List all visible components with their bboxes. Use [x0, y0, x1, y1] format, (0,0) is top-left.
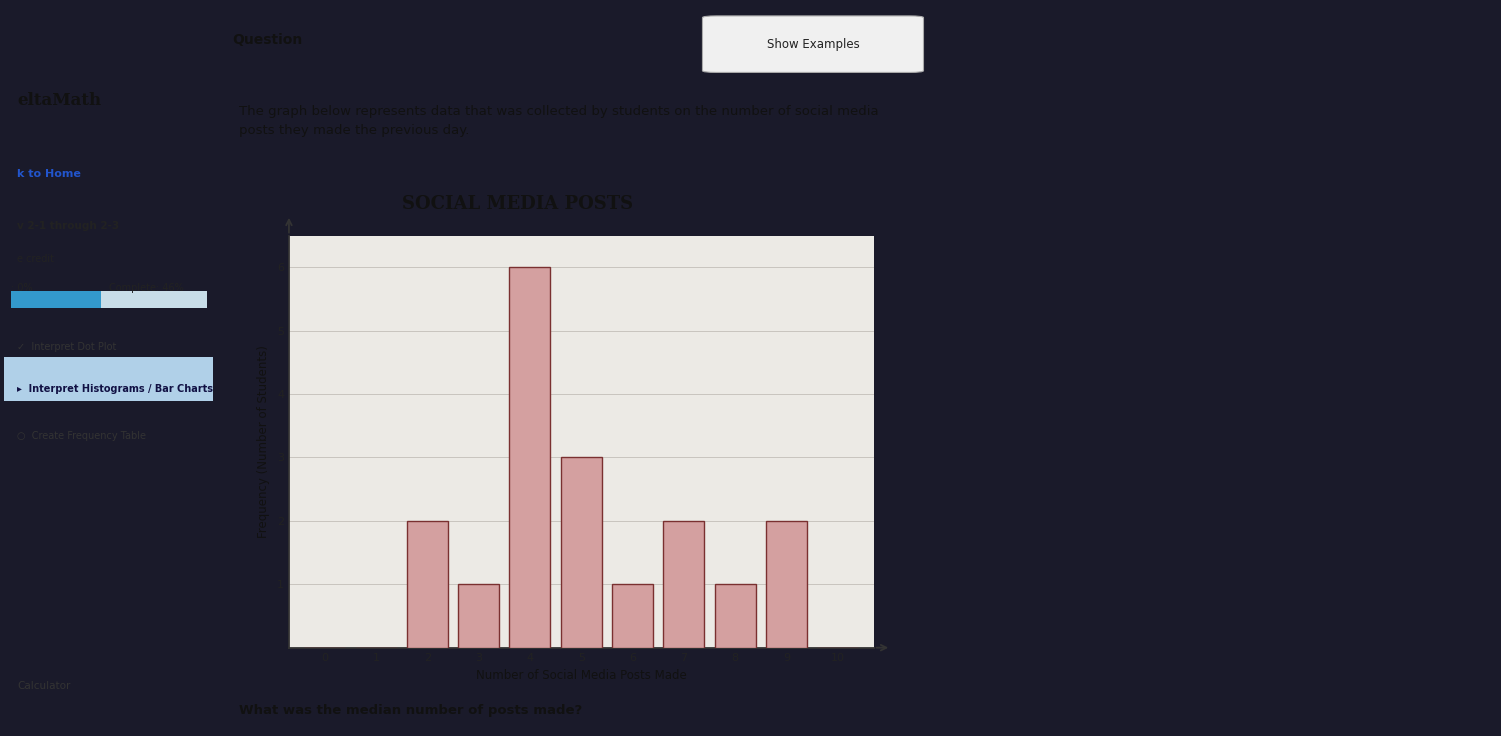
Bar [458, 584, 500, 648]
Bar [766, 521, 808, 648]
Bar [11, 291, 101, 308]
Text: k to Home: k to Home [18, 169, 81, 180]
Bar [407, 521, 447, 648]
X-axis label: Number of Social Media Posts Made: Number of Social Media Posts Made [476, 670, 686, 682]
Text: Show Examples: Show Examples [767, 38, 860, 51]
Bar [11, 291, 207, 308]
Text: Calculator: Calculator [18, 681, 71, 691]
Text: ▸  Interpret Histograms / Bar Charts: ▸ Interpret Histograms / Bar Charts [18, 384, 213, 394]
Text: e credit: e credit [18, 254, 54, 264]
Bar [561, 458, 602, 648]
Bar [714, 584, 755, 648]
Text: eltaMath: eltaMath [18, 92, 102, 109]
Text: v 2-1 through 2-3: v 2-1 through 2-3 [18, 221, 120, 231]
Bar [509, 267, 551, 648]
Text: ✓  Interpret Dot Plot: ✓ Interpret Dot Plot [18, 342, 117, 353]
Text: What was the median number of posts made?: What was the median number of posts made… [239, 704, 582, 717]
Text: SOCIAL MEDIA POSTS: SOCIAL MEDIA POSTS [402, 195, 632, 213]
Y-axis label: Frequency (Number of Students): Frequency (Number of Students) [257, 345, 270, 538]
Text: ○  Create Frequency Table: ○ Create Frequency Table [18, 431, 147, 441]
Bar [5, 357, 213, 401]
FancyBboxPatch shape [702, 16, 923, 72]
Text: : 0%: : 0% [11, 283, 33, 294]
Text: Complete: 46%: Complete: 46% [108, 283, 183, 294]
Bar [612, 584, 653, 648]
Text: Question: Question [231, 32, 302, 47]
Bar [663, 521, 704, 648]
Text: The graph below represents data that was collected by students on the number of : The graph below represents data that was… [239, 105, 878, 136]
